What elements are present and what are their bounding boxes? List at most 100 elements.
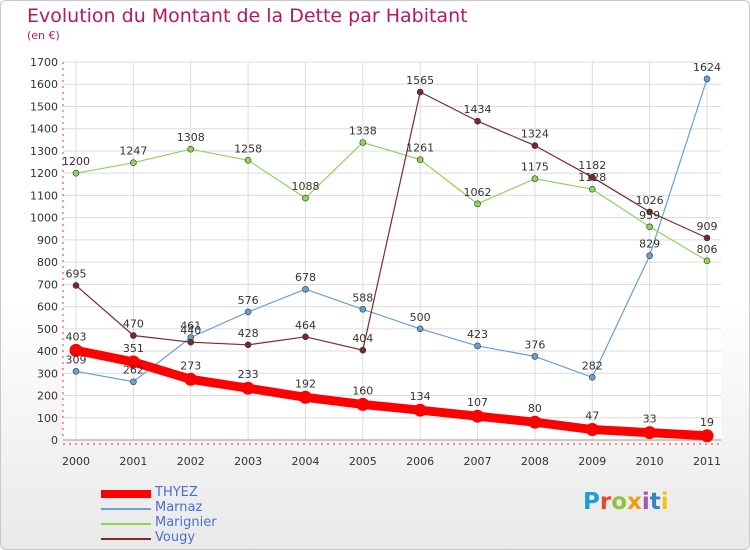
logo-letter: o xyxy=(611,489,628,515)
legend-label: Marignier xyxy=(155,515,217,530)
legend-label: Vougy xyxy=(155,530,196,545)
logo-letter: x xyxy=(627,489,642,515)
data-label-marnaz: 262 xyxy=(123,364,144,377)
logo-letter: P xyxy=(583,489,600,515)
data-point-marnaz xyxy=(72,367,80,375)
data-point-vougy xyxy=(72,282,80,289)
data-label-thyez: 233 xyxy=(238,368,259,381)
data-label-marignier: 1175 xyxy=(521,161,549,174)
data-label-vougy: 1026 xyxy=(636,194,664,207)
legend-swatch xyxy=(101,490,151,498)
data-label-marnaz: 588 xyxy=(352,291,373,304)
series-line-thyez xyxy=(71,345,712,441)
data-point-thyez xyxy=(356,397,370,411)
data-point-marnaz xyxy=(531,353,539,360)
data-label-marnaz: 423 xyxy=(467,328,488,341)
data-point-marnaz xyxy=(416,325,424,333)
data-label-marignier: 1338 xyxy=(349,124,377,137)
data-point-vougy xyxy=(416,88,424,96)
data-label-marnaz: 309 xyxy=(66,353,87,366)
series-line-marnaz xyxy=(75,78,708,383)
data-label-vougy: 464 xyxy=(295,319,316,332)
y-tick-label: 1200 xyxy=(30,167,58,180)
data-label-vougy: 404 xyxy=(352,332,373,345)
data-label-vougy: 470 xyxy=(123,317,144,330)
data-label-marnaz: 1624 xyxy=(693,61,721,74)
data-point-thyez xyxy=(298,390,312,404)
series-line-marignier xyxy=(75,141,708,262)
y-tick-label: 400 xyxy=(37,345,58,358)
y-tick-label: 100 xyxy=(37,412,58,425)
data-point-marnaz xyxy=(474,342,481,350)
data-point-vougy xyxy=(703,234,711,242)
logo-letter: t xyxy=(649,489,661,515)
logo-letter: i xyxy=(641,489,650,515)
x-tick-label: 2008 xyxy=(521,455,549,468)
data-point-vougy xyxy=(244,341,252,349)
data-point-thyez xyxy=(471,409,485,423)
data-point-marnaz xyxy=(703,75,711,83)
data-point-marnaz xyxy=(588,373,596,381)
data-label-vougy: 1434 xyxy=(464,103,492,116)
data-label-thyez: 19 xyxy=(700,416,714,429)
data-point-marignier xyxy=(359,139,367,146)
x-tick-label: 2010 xyxy=(636,455,664,468)
x-tick-label: 2007 xyxy=(464,455,492,468)
x-tick-label: 2004 xyxy=(291,455,319,468)
legend-swatch xyxy=(101,508,151,510)
data-label-thyez: 134 xyxy=(410,390,431,403)
data-label-marnaz: 678 xyxy=(295,271,316,284)
data-label-vougy: 428 xyxy=(238,327,259,340)
data-point-vougy xyxy=(531,142,539,149)
y-tick-label: 500 xyxy=(37,323,58,336)
data-label-thyez: 192 xyxy=(295,377,316,390)
data-point-thyez xyxy=(126,355,140,369)
data-label-vougy: 909 xyxy=(697,220,718,233)
plot-area xyxy=(63,62,721,440)
y-tick-label: 1300 xyxy=(30,145,58,158)
data-label-marignier: 959 xyxy=(639,209,660,222)
data-label-marnaz: 576 xyxy=(238,294,259,307)
data-label-vougy: 1565 xyxy=(406,74,434,87)
y-tick-label: 300 xyxy=(37,367,58,380)
x-tick-label: 2005 xyxy=(349,455,377,468)
data-label-marignier: 1128 xyxy=(578,171,606,184)
data-point-marignier xyxy=(416,156,424,163)
data-label-vougy: 1182 xyxy=(578,159,606,172)
data-label-thyez: 47 xyxy=(585,410,599,423)
data-point-vougy xyxy=(130,332,137,339)
y-tick-label: 1500 xyxy=(30,100,58,113)
data-point-thyez xyxy=(585,423,599,437)
data-label-marignier: 1200 xyxy=(62,155,90,168)
legend-swatch xyxy=(101,523,151,525)
data-point-vougy xyxy=(588,173,596,181)
data-label-thyez: 80 xyxy=(528,402,542,415)
x-tick-label: 2006 xyxy=(406,455,434,468)
data-point-marnaz xyxy=(646,252,653,259)
y-tick-label: 1000 xyxy=(30,212,58,225)
data-label-marignier: 1308 xyxy=(177,131,205,144)
data-label-marnaz: 376 xyxy=(524,338,545,351)
legend-label: Marnaz xyxy=(155,500,203,515)
legend-label: THYEZ xyxy=(155,485,198,500)
data-point-marignier xyxy=(244,156,252,164)
series-line-vougy xyxy=(75,91,708,351)
x-tick-label: 2002 xyxy=(177,455,205,468)
data-label-marignier: 1258 xyxy=(234,142,262,155)
data-point-marignier xyxy=(474,200,481,208)
y-tick-label: 800 xyxy=(37,256,58,269)
data-point-marignier xyxy=(531,175,539,183)
data-label-marnaz: 282 xyxy=(582,359,603,372)
y-tick-label: 1700 xyxy=(30,56,58,69)
data-label-vougy: 1324 xyxy=(521,128,549,141)
data-point-marignier xyxy=(588,185,596,193)
data-point-vougy xyxy=(474,117,481,125)
data-point-vougy xyxy=(302,333,309,341)
data-label-vougy: 695 xyxy=(66,267,87,280)
data-point-thyez xyxy=(413,403,427,417)
data-point-marnaz xyxy=(302,285,309,293)
chart-subtitle: (en €) xyxy=(27,29,60,42)
data-label-marnaz: 829 xyxy=(639,238,660,251)
proxiti-logo: Proxiti xyxy=(583,489,669,515)
